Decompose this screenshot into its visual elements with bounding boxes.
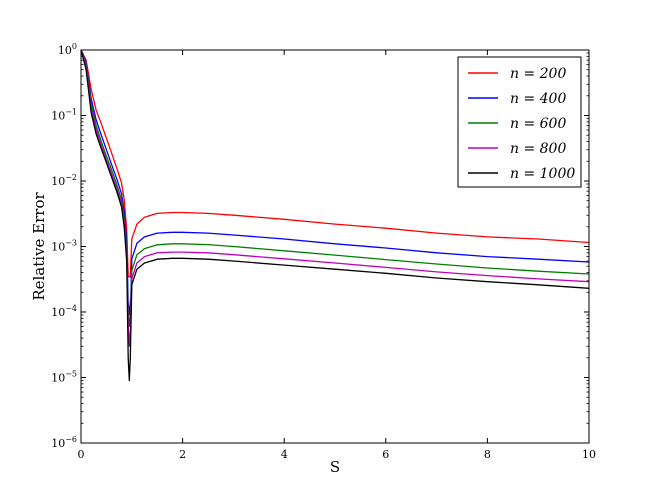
legend-label: n = 800: [510, 141, 566, 157]
x-tick-label: 4: [281, 448, 288, 461]
x-tick-label: 2: [179, 448, 186, 461]
x-tick-label: 10: [582, 448, 596, 461]
y-tick-label: 10−3: [51, 239, 77, 254]
y-tick-label: 10−4: [51, 304, 77, 319]
legend: n = 200 n = 400 n = 600 n = 800 n = 1000: [457, 56, 582, 188]
legend-label: n = 1000: [510, 166, 575, 182]
legend-label: n = 400: [510, 91, 566, 107]
x-tick-label: 0: [78, 448, 85, 461]
series-line-n-200: [80, 49, 590, 278]
legend-label: n = 600: [510, 116, 566, 132]
series-layer: [80, 49, 590, 382]
y-tick-label: 10−2: [51, 173, 77, 188]
y-tick-label: 10−6: [51, 435, 77, 450]
series-line-n-800: [80, 49, 590, 347]
legend-box: [457, 56, 582, 188]
plot-frame: [80, 49, 590, 444]
y-tick-label: 10−1: [51, 108, 77, 123]
series-line-n-600: [80, 49, 590, 328]
ticklabel-layer: 0 2 4 6 8 10 100 10−1 10−2 10−3 10−4 10−5 10−6: [51, 42, 596, 461]
x-axis-title: S: [330, 458, 340, 476]
series-line-n-400: [80, 49, 590, 316]
y-tick-label: 10−5: [51, 370, 77, 385]
x-tick-label: 6: [382, 448, 389, 461]
legend-label: n = 200: [510, 66, 566, 82]
y-axis-title: Relative Error: [30, 192, 48, 301]
series-line-n-1000: [80, 49, 590, 382]
y-tick-label: 100: [58, 42, 77, 57]
x-tick-label: 8: [484, 448, 491, 461]
